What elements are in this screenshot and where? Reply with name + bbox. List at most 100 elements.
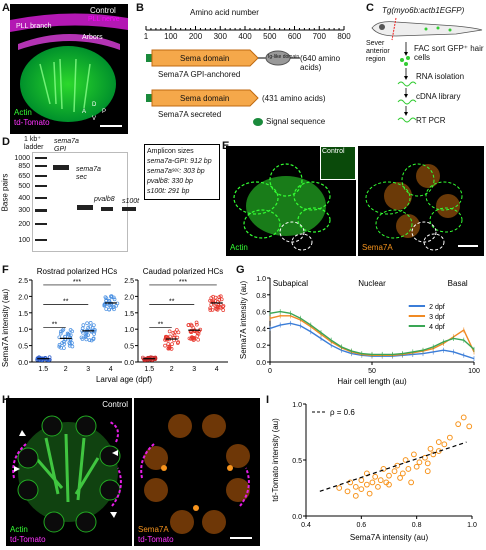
chart-f: Sema7A intensity (au) Larval age (dpf) Ros…	[1, 267, 228, 384]
f-xtick-label: 4	[109, 366, 113, 373]
gpi-name: Sema7A GPI-anchored	[158, 70, 241, 79]
f-point	[109, 295, 114, 300]
sema-domain-gpi	[151, 49, 259, 67]
f-point	[91, 323, 96, 328]
signal-sequence-sec	[146, 94, 152, 102]
i-point	[408, 479, 415, 486]
aa-tick-label: 300	[213, 32, 227, 41]
i-rho-label: ρ = 0.6	[330, 408, 355, 417]
f-point	[172, 335, 176, 340]
f-sig-label: **	[169, 299, 175, 306]
f-point	[213, 295, 218, 300]
f-point	[84, 337, 89, 342]
panel-a-image: Control PLL nerve PLL branch Arbors Acti…	[10, 4, 128, 134]
i-point	[411, 451, 417, 458]
g-legend-label: 4 dpf	[429, 324, 445, 331]
f-point	[103, 295, 108, 300]
panel-e-label: E	[222, 140, 229, 152]
pll-branch-label: PLL branch	[16, 23, 52, 30]
signal-sequence-label: Signal sequence	[266, 117, 326, 126]
gel-panel: 1 kb⁺ ladder Base pairs 1000 850 650 500 400…	[0, 136, 220, 252]
f-point	[192, 337, 197, 342]
g-region-label: Basal	[448, 279, 468, 288]
band-pvalb8	[101, 207, 113, 211]
f-xlabel: Larval age (dpf)	[96, 375, 152, 384]
chart-i: td-Tomato intensity (au) Sema7A intensity…	[271, 402, 477, 542]
bp-label: 1000	[14, 155, 30, 162]
f-ylabel: Sema7A intensity (au)	[1, 289, 10, 368]
gpi-length: (640 amino acids)	[300, 54, 341, 72]
f-point	[210, 308, 215, 312]
ladder-label: 1 kb⁺ ladder	[24, 136, 44, 151]
f-ytick-label: 2.0	[124, 294, 134, 301]
panel-e-actin: Control Actin	[226, 146, 356, 256]
transgene-label: Tg(myo6b:actb1EGFP)	[382, 6, 465, 15]
rna-label: RNA isolation	[416, 72, 465, 81]
lane-sema7a-sec: sema7a sec	[76, 166, 101, 181]
f-point	[167, 344, 172, 349]
f-point	[217, 298, 222, 302]
panel-h-label: H	[2, 394, 10, 406]
f-xtick-label: 3	[192, 366, 196, 373]
g-region-label: Nuclear	[358, 279, 386, 288]
f-panel-title: Caudad polarized HCs	[143, 267, 224, 276]
panel-d-label: D	[2, 136, 10, 148]
f-point	[215, 307, 220, 312]
aa-tick-label: 400	[238, 32, 252, 41]
f-ytick-label: 0.0	[124, 360, 134, 367]
g-ytick-label: 0.8	[256, 293, 266, 300]
f-point	[189, 323, 194, 328]
i-point	[352, 483, 359, 490]
i-point	[427, 445, 434, 452]
ig-domain-label: Ig-like domain	[268, 54, 300, 60]
i-ytick-label: 0.0	[292, 514, 302, 521]
i-trend-line	[319, 441, 467, 492]
sema-domain-label: Sema domain	[180, 54, 230, 63]
compass: D A P V	[82, 102, 107, 122]
i-point	[372, 473, 379, 480]
g-xlabel: Hair cell length (au)	[337, 377, 407, 386]
amino-acid-axis-title: Amino acid number	[190, 8, 259, 17]
tdtomato-label: td-Tomato	[138, 535, 174, 544]
lane-sema7a-gpi: sema7a GPI	[54, 138, 79, 153]
i-xtick-label: 1.0	[467, 522, 477, 529]
f-point	[67, 343, 72, 348]
f-point	[92, 332, 96, 336]
amplicon-item: pvalb8: 330 bp	[147, 178, 193, 185]
control-label: Control	[90, 6, 116, 15]
f-point	[114, 303, 119, 308]
bp-label: 300	[18, 207, 30, 214]
f-point	[208, 308, 213, 312]
f-point	[102, 302, 107, 307]
f-sig-label: **	[63, 299, 69, 306]
i-point	[460, 414, 467, 421]
i-xtick-label: 0.8	[412, 522, 422, 529]
band-sema7a-sec	[77, 205, 93, 210]
f-point	[85, 321, 89, 326]
sema-domain-label-sec: Sema domain	[180, 94, 230, 103]
f-ytick-label: 1.5	[124, 311, 134, 318]
lane-pvalb8: pvalb8	[94, 196, 115, 203]
tdtomato-label: td-Tomato	[14, 118, 50, 127]
f-sig-label: ***	[179, 279, 187, 286]
f-point	[219, 297, 224, 302]
f-point	[83, 335, 88, 339]
i-point	[369, 479, 376, 486]
i-point	[344, 488, 351, 495]
panel-g-label: G	[236, 264, 245, 276]
facs-label: FAC sort GFP⁺ hair cells	[414, 44, 484, 62]
g-xtick-label: 50	[368, 368, 376, 375]
f-point	[59, 329, 63, 334]
f-ytick-label: 0.0	[18, 360, 28, 367]
aa-tick-label: 500	[263, 32, 277, 41]
f-point	[58, 331, 63, 336]
actin-label: Actin	[230, 243, 248, 252]
f-point	[68, 328, 73, 332]
f-point	[109, 301, 114, 306]
f-point	[214, 306, 219, 311]
f-point	[153, 356, 157, 360]
cdna-label: cDNA library	[416, 92, 461, 101]
protein-domain-diagram: Amino acid number 1 100 200 300 400 500 600 700…	[140, 4, 351, 129]
f-point	[112, 297, 117, 302]
amplicon-item: sema7a-GPI: 912 bp	[147, 158, 212, 165]
